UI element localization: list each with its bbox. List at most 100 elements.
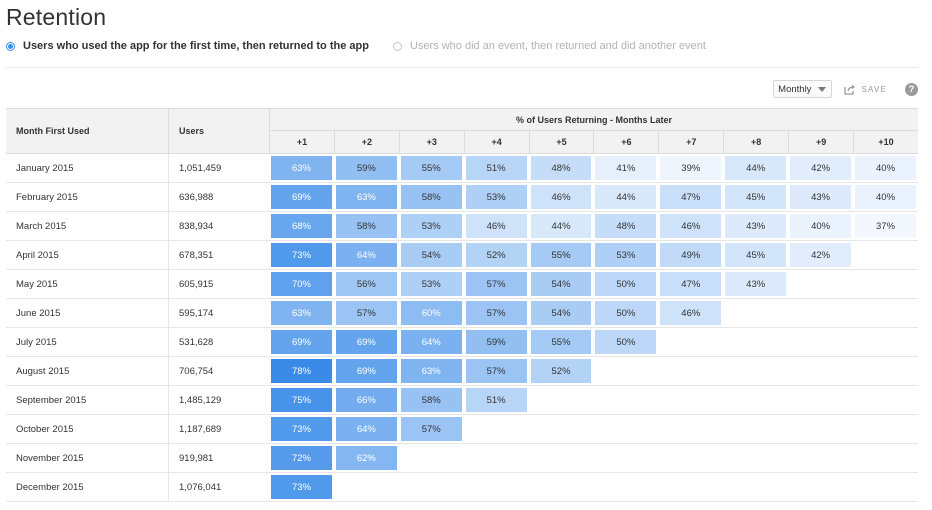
retention-cell-value[interactable]: 57% (465, 359, 527, 383)
retention-cell-value[interactable]: 57% (465, 272, 527, 296)
save-button[interactable]: SAVE (844, 84, 887, 95)
retention-cell-value[interactable]: 55% (530, 330, 592, 354)
retention-cell-value[interactable]: 43% (725, 272, 787, 296)
retention-cell-value[interactable]: 58% (400, 388, 462, 412)
retention-cell-empty (658, 415, 724, 444)
retention-cell-value[interactable]: 63% (271, 156, 332, 180)
retention-cell-value[interactable]: 59% (465, 330, 527, 354)
retention-cell-value[interactable]: 57% (465, 301, 527, 325)
retention-cell-value[interactable]: 58% (400, 185, 462, 209)
retention-cell-value[interactable]: 69% (271, 330, 332, 354)
table-row: December 2015 1,076,041 73% (6, 473, 919, 502)
radio-unchecked-icon[interactable] (392, 41, 402, 51)
retention-cell-value[interactable]: 50% (595, 330, 657, 354)
mode-option-event-returned[interactable]: Users who did an event, then returned an… (392, 40, 706, 52)
retention-cell: 50% (593, 270, 659, 299)
retention-cell-value[interactable]: 50% (595, 301, 657, 325)
retention-cell: 50% (593, 299, 659, 328)
retention-cell-value[interactable]: 78% (271, 359, 332, 383)
help-icon[interactable]: ? (905, 82, 918, 96)
retention-cell-value[interactable]: 69% (335, 359, 397, 383)
mode-option-first-time-returned[interactable]: Users who used the app for the first tim… (6, 40, 369, 52)
retention-cell-value[interactable]: 40% (855, 156, 917, 180)
retention-cell-value[interactable]: 53% (400, 214, 462, 238)
retention-cell-value[interactable]: 39% (660, 156, 722, 180)
retention-cell-value[interactable]: 54% (530, 301, 592, 325)
retention-cell-value[interactable]: 69% (335, 330, 397, 354)
retention-cell-value[interactable]: 37% (855, 214, 917, 238)
retention-cell-value[interactable]: 47% (660, 272, 722, 296)
interval-select[interactable]: Monthly (773, 80, 833, 98)
retention-cell-value[interactable]: 70% (271, 272, 332, 296)
column-header-users[interactable]: Users (168, 108, 269, 154)
retention-cell-value[interactable]: 68% (271, 214, 332, 238)
retention-cell-value[interactable]: 69% (271, 185, 332, 209)
retention-cell-value[interactable]: 46% (465, 214, 527, 238)
retention-cell-value[interactable]: 57% (335, 301, 397, 325)
retention-cell-value[interactable]: 52% (530, 359, 592, 383)
retention-cell-value[interactable]: 44% (595, 185, 657, 209)
retention-cell-value[interactable]: 40% (790, 214, 852, 238)
retention-cell: 44% (528, 212, 594, 241)
column-header-period: +3 (398, 131, 464, 154)
retention-cell-value[interactable]: 43% (790, 185, 852, 209)
retention-cell-value[interactable]: 53% (400, 272, 462, 296)
retention-cell-value[interactable]: 54% (530, 272, 592, 296)
retention-cell-value[interactable]: 49% (660, 243, 722, 267)
retention-cell-value[interactable]: 52% (465, 243, 527, 267)
retention-cell-value[interactable]: 48% (595, 214, 657, 238)
retention-cell-value[interactable]: 59% (335, 156, 397, 180)
retention-cell-value[interactable]: 54% (400, 243, 462, 267)
retention-cell-value[interactable]: 73% (271, 417, 332, 441)
retention-cell-value[interactable]: 44% (530, 214, 592, 238)
retention-cell-value[interactable]: 41% (595, 156, 657, 180)
retention-cell-value[interactable]: 66% (335, 388, 397, 412)
retention-cell-value[interactable]: 43% (725, 214, 787, 238)
retention-cell: 73% (269, 241, 334, 270)
retention-cell-value[interactable]: 64% (335, 417, 397, 441)
table-row: June 2015 595,174 63% 57% 60% 57% 54% 50% 46% (6, 299, 919, 328)
retention-cell-value[interactable]: 53% (595, 243, 657, 267)
retention-cell-value[interactable]: 63% (335, 185, 397, 209)
retention-cell-value[interactable]: 55% (400, 156, 462, 180)
retention-cell-empty (788, 386, 854, 415)
radio-checked-icon[interactable] (6, 41, 15, 51)
retention-cell-value[interactable]: 62% (335, 446, 397, 470)
retention-cell-value[interactable]: 72% (271, 446, 332, 470)
retention-cell-value[interactable]: 73% (271, 243, 332, 267)
retention-cell: 46% (463, 212, 529, 241)
retention-cell-value[interactable]: 47% (660, 185, 722, 209)
retention-cell-value[interactable]: 53% (465, 185, 527, 209)
retention-cell-empty-box (466, 446, 527, 470)
retention-cell-empty-box (855, 417, 916, 441)
retention-cell-value[interactable]: 60% (400, 301, 462, 325)
row-month: April 2015 (6, 241, 168, 270)
retention-cell-value[interactable]: 64% (335, 243, 397, 267)
retention-cell-value[interactable]: 50% (595, 272, 657, 296)
retention-cell-value[interactable]: 56% (335, 272, 397, 296)
retention-cell-value[interactable]: 46% (530, 185, 592, 209)
retention-cell-value[interactable]: 63% (271, 301, 332, 325)
retention-cell-value[interactable]: 73% (271, 475, 332, 499)
retention-cell-value[interactable]: 63% (400, 359, 462, 383)
retention-cell-value[interactable]: 45% (725, 243, 787, 267)
retention-cell-empty-box (725, 359, 786, 383)
retention-cell-empty (658, 444, 724, 473)
retention-cell-value[interactable]: 55% (530, 243, 592, 267)
retention-cell-empty-box (790, 446, 851, 470)
retention-cell-value[interactable]: 42% (790, 243, 852, 267)
retention-cell-value[interactable]: 57% (400, 417, 462, 441)
column-header-month[interactable]: Month First Used (6, 108, 168, 154)
retention-cell-value[interactable]: 46% (660, 214, 722, 238)
retention-cell-value[interactable]: 44% (725, 156, 787, 180)
retention-cell-value[interactable]: 42% (790, 156, 852, 180)
retention-cell-value[interactable]: 75% (271, 388, 332, 412)
retention-cell-value[interactable]: 48% (530, 156, 592, 180)
retention-cell-value[interactable]: 51% (465, 388, 527, 412)
retention-cell-value[interactable]: 40% (855, 185, 917, 209)
retention-cell-value[interactable]: 45% (725, 185, 787, 209)
retention-cell-value[interactable]: 51% (465, 156, 527, 180)
retention-cell-value[interactable]: 46% (660, 301, 722, 325)
retention-cell-value[interactable]: 58% (335, 214, 397, 238)
retention-cell-value[interactable]: 64% (400, 330, 462, 354)
